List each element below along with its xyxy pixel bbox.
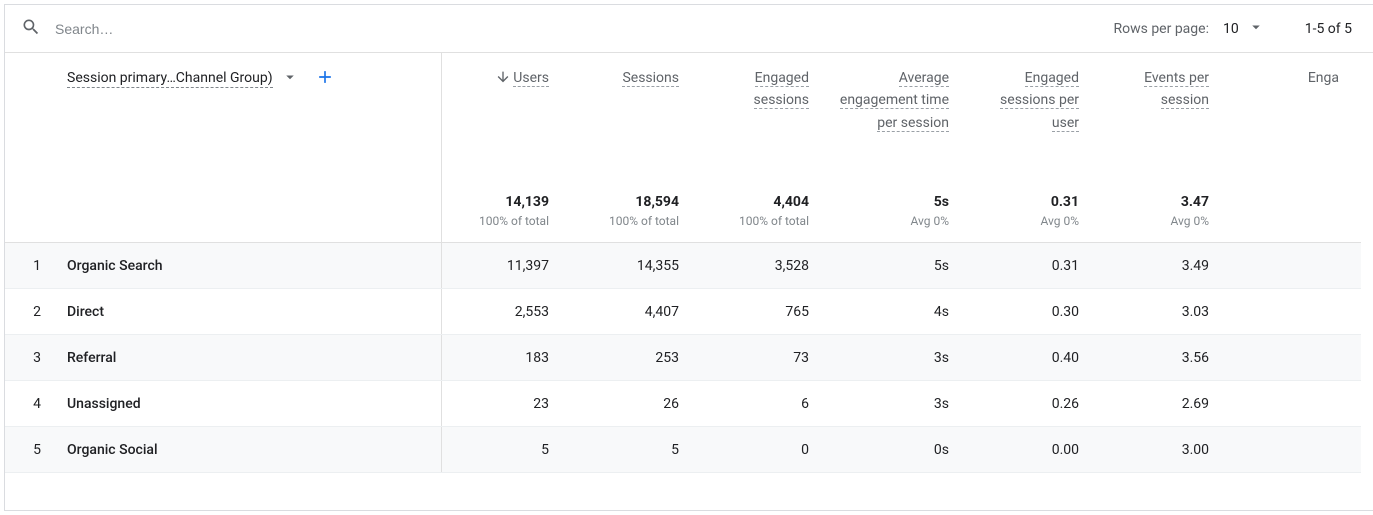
- row-metric: 0: [701, 427, 831, 473]
- row-metric: 23: [441, 381, 571, 427]
- row-metric: 3,528: [701, 243, 831, 289]
- column-header-engaged-per-user[interactable]: Engaged sessions per user: [971, 53, 1101, 142]
- data-table: Session primary…Channel Group) Users Ses…: [5, 53, 1361, 473]
- row-metric: 5s: [831, 243, 971, 289]
- row-metric: 3.49: [1101, 243, 1231, 289]
- row-metric: 3.56: [1101, 335, 1231, 381]
- toolbar: Rows per page: 10 1-5 of 5: [5, 5, 1373, 53]
- total-users-sub: 100% of total: [442, 214, 550, 228]
- row-dimension: Referral: [61, 335, 441, 381]
- row-metric: 2,553: [441, 289, 571, 335]
- column-header-engaged-sessions[interactable]: Engaged sessions: [701, 53, 831, 142]
- row-metric: 3.00: [1101, 427, 1231, 473]
- row-index: 1: [5, 243, 61, 289]
- row-metric: [1231, 289, 1361, 335]
- search-area: [21, 17, 1113, 41]
- row-metric: 4,407: [571, 289, 701, 335]
- rows-per-page-select[interactable]: 10: [1223, 18, 1265, 40]
- row-index: 3: [5, 335, 61, 381]
- row-metric: [1231, 335, 1361, 381]
- total-avg-time-sub: Avg 0%: [831, 214, 949, 228]
- row-metric: 5: [441, 427, 571, 473]
- table-row[interactable]: 1Organic Search11,39714,3553,5285s0.313.…: [5, 243, 1361, 289]
- column-header-sessions[interactable]: Sessions: [571, 53, 701, 142]
- row-index: 5: [5, 427, 61, 473]
- row-metric: 0.00: [971, 427, 1101, 473]
- row-metric: 0s: [831, 427, 971, 473]
- table-scroll[interactable]: Session primary…Channel Group) Users Ses…: [5, 53, 1373, 473]
- sort-desc-icon: [495, 70, 513, 86]
- total-eng-per-user-sub: Avg 0%: [971, 214, 1079, 228]
- total-engaged: 4,404: [701, 194, 809, 210]
- dimension-dropdown-icon[interactable]: [281, 68, 299, 90]
- row-metric: 4s: [831, 289, 971, 335]
- table-row[interactable]: 4Unassigned232663s0.262.69: [5, 381, 1361, 427]
- totals-row: 14,139100% of total 18,594100% of total …: [5, 142, 1361, 243]
- row-metric: 3.03: [1101, 289, 1231, 335]
- search-input[interactable]: [55, 21, 1113, 37]
- table-row[interactable]: 2Direct2,5534,4077654s0.303.03: [5, 289, 1361, 335]
- total-engaged-sub: 100% of total: [701, 214, 809, 228]
- total-events-per-session: 3.47: [1101, 194, 1209, 210]
- row-metric: [1231, 243, 1361, 289]
- pagination-range: 1-5 of 5: [1305, 21, 1352, 37]
- table-row[interactable]: 3Referral183253733s0.403.56: [5, 335, 1361, 381]
- row-metric: [1231, 427, 1361, 473]
- row-dimension: Unassigned: [61, 381, 441, 427]
- dropdown-icon: [1247, 18, 1265, 40]
- row-metric: 26: [571, 381, 701, 427]
- dimension-picker[interactable]: Session primary…Channel Group): [67, 70, 273, 88]
- row-metric: 14,355: [571, 243, 701, 289]
- add-dimension-button[interactable]: [315, 67, 335, 91]
- row-dimension: Organic Social: [61, 427, 441, 473]
- total-sessions: 18,594: [571, 194, 679, 210]
- total-eng-per-user: 0.31: [971, 194, 1079, 210]
- rows-per-page-label: Rows per page:: [1113, 21, 1208, 37]
- total-events-per-session-sub: Avg 0%: [1101, 214, 1209, 228]
- row-dimension: Organic Search: [61, 243, 441, 289]
- total-avg-time: 5s: [831, 194, 949, 210]
- row-metric: 765: [701, 289, 831, 335]
- row-metric: 0.40: [971, 335, 1101, 381]
- row-metric: 6: [701, 381, 831, 427]
- row-metric: 183: [441, 335, 571, 381]
- rows-per-page-value: 10: [1223, 21, 1239, 37]
- row-metric: 73: [701, 335, 831, 381]
- row-metric: 0.31: [971, 243, 1101, 289]
- column-header-events-per-session[interactable]: Events per session: [1101, 53, 1231, 142]
- row-metric: 2.69: [1101, 381, 1231, 427]
- column-header-avg-engagement-time[interactable]: Average engagement time per session: [831, 53, 971, 142]
- row-metric: 5: [571, 427, 701, 473]
- total-sessions-sub: 100% of total: [571, 214, 679, 228]
- row-metric: 11,397: [441, 243, 571, 289]
- total-users: 14,139: [442, 194, 550, 210]
- row-metric: 3s: [831, 335, 971, 381]
- row-metric: 3s: [831, 381, 971, 427]
- row-index: 2: [5, 289, 61, 335]
- row-index: 4: [5, 381, 61, 427]
- row-metric: 253: [571, 335, 701, 381]
- search-icon: [21, 17, 41, 41]
- header-row: Session primary…Channel Group) Users Ses…: [5, 53, 1361, 142]
- row-metric: 0.26: [971, 381, 1101, 427]
- column-header-users[interactable]: Users: [441, 53, 571, 142]
- column-header-truncated[interactable]: Enga: [1231, 53, 1361, 142]
- table-row[interactable]: 5Organic Social5500s0.003.00: [5, 427, 1361, 473]
- row-metric: [1231, 381, 1361, 427]
- row-metric: 0.30: [971, 289, 1101, 335]
- report-card: Rows per page: 10 1-5 of 5 Session prima…: [4, 4, 1373, 511]
- row-dimension: Direct: [61, 289, 441, 335]
